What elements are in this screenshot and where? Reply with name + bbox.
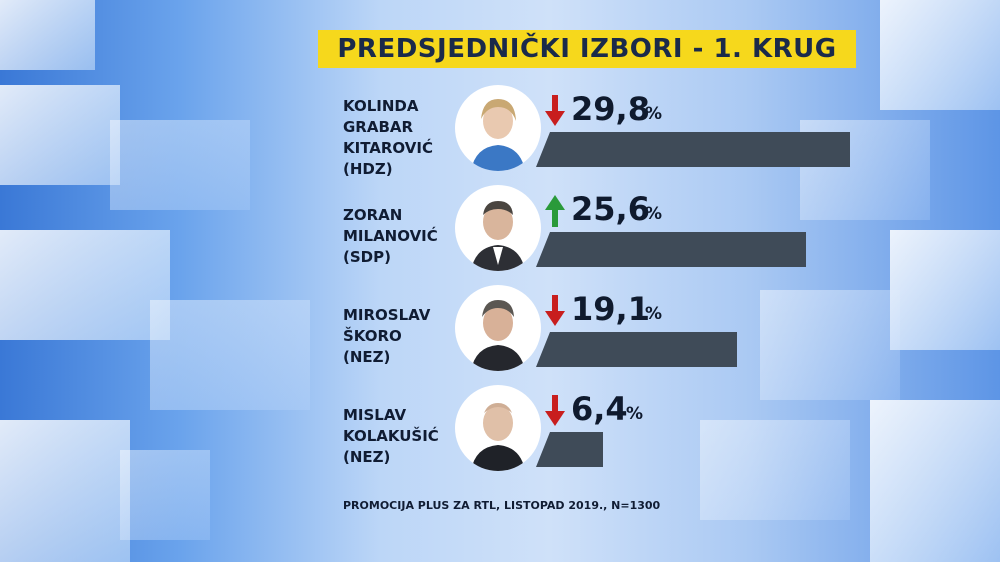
- value-label: 19,1: [571, 290, 650, 328]
- name-line: KOLINDA: [343, 97, 419, 115]
- bar: [536, 132, 850, 167]
- name-line: (HDZ): [343, 160, 393, 178]
- candidate-row: KOLINDA GRABAR KITAROVIĆ (HDZ) 29,8 %: [0, 85, 1000, 178]
- bg-block: [150, 300, 310, 410]
- candidate-photo: [455, 85, 541, 171]
- name-line: KOLAKUŠIĆ: [343, 427, 439, 445]
- bg-block: [880, 0, 1000, 110]
- value-label: 29,8: [571, 90, 650, 128]
- value-label: 6,4: [571, 390, 628, 428]
- bar: [536, 432, 603, 467]
- name-line: (NEZ): [343, 348, 391, 366]
- bg-block: [890, 230, 1000, 350]
- name-line: (SDP): [343, 248, 391, 266]
- value-label: 25,6: [571, 190, 650, 228]
- chart-title: PREDSJEDNIČKI IZBORI - 1. KRUG: [337, 34, 837, 64]
- name-line: GRABAR: [343, 118, 414, 136]
- name-line: MISLAV: [343, 406, 407, 424]
- candidate-row: MISLAV KOLAKUŠIĆ (NEZ) 6,4 %: [0, 385, 1000, 475]
- bg-block: [0, 230, 170, 340]
- trend-up-icon: [545, 195, 565, 227]
- candidate-name: MISLAV KOLAKUŠIĆ (NEZ): [343, 405, 463, 468]
- bar: [536, 332, 737, 367]
- candidate-name: KOLINDA GRABAR KITAROVIĆ (HDZ): [343, 96, 463, 180]
- percent-sign: %: [645, 104, 663, 124]
- bar: [536, 232, 806, 267]
- bg-block: [0, 85, 120, 185]
- bg-block: [870, 400, 1000, 562]
- trend-down-icon: [545, 295, 565, 327]
- trend-down-icon: [545, 395, 565, 427]
- title-banner: PREDSJEDNIČKI IZBORI - 1. KRUG: [318, 30, 856, 68]
- bg-block: [760, 290, 900, 400]
- name-line: ZORAN: [343, 206, 403, 224]
- name-line: KITAROVIĆ: [343, 139, 433, 157]
- candidate-row: MIROSLAV ŠKORO (NEZ) 19,1 %: [0, 285, 1000, 375]
- candidate-photo: [455, 185, 541, 271]
- bg-block: [700, 420, 850, 520]
- percent-sign: %: [645, 204, 663, 224]
- source-note: PROMOCIJA PLUS ZA RTL, LISTOPAD 2019., N…: [343, 499, 661, 512]
- bg-block: [0, 0, 95, 70]
- name-line: (NEZ): [343, 448, 391, 466]
- candidate-photo: [455, 285, 541, 371]
- bg-block: [0, 420, 130, 562]
- bg-block: [120, 450, 210, 540]
- candidate-row: ZORAN MILANOVIĆ (SDP) 25,6 %: [0, 185, 1000, 275]
- bg-block: [110, 120, 250, 210]
- name-line: MIROSLAV: [343, 306, 431, 324]
- percent-sign: %: [645, 304, 663, 324]
- percent-sign: %: [626, 404, 644, 424]
- name-line: ŠKORO: [343, 327, 402, 345]
- name-line: MILANOVIĆ: [343, 227, 438, 245]
- candidate-name: MIROSLAV ŠKORO (NEZ): [343, 305, 463, 368]
- trend-down-icon: [545, 95, 565, 127]
- candidate-photo: [455, 385, 541, 471]
- candidate-name: ZORAN MILANOVIĆ (SDP): [343, 205, 463, 268]
